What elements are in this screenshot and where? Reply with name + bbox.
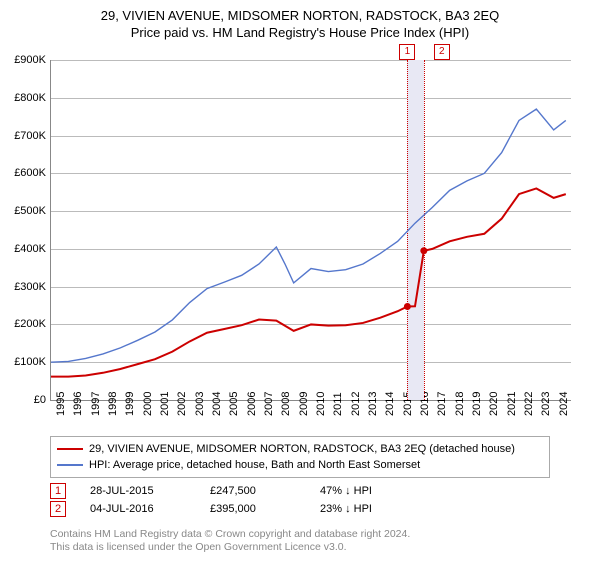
legend-item-hpi: HPI: Average price, detached house, Bath…: [57, 457, 543, 473]
footer-line: Contains HM Land Registry data © Crown c…: [50, 528, 410, 541]
txn-date: 04-JUL-2016: [90, 503, 210, 515]
txn-price: £395,000: [210, 503, 320, 515]
series-line-hpi: [51, 109, 566, 362]
chart-container: 29, VIVIEN AVENUE, MIDSOMER NORTON, RADS…: [0, 8, 600, 568]
legend-label-property: 29, VIVIEN AVENUE, MIDSOMER NORTON, RADS…: [89, 443, 515, 455]
y-tick-label: £800K: [6, 92, 46, 104]
legend-swatch-property: [57, 448, 83, 450]
txn-pct: 23% ↓ HPI: [320, 503, 430, 515]
legend-label-hpi: HPI: Average price, detached house, Bath…: [89, 459, 420, 471]
legend-swatch-hpi: [57, 464, 83, 466]
txn-pct: 47% ↓ HPI: [320, 485, 430, 497]
y-tick-label: £900K: [6, 54, 46, 66]
y-tick-label: £300K: [6, 281, 46, 293]
marker-number-icon: 2: [434, 44, 450, 60]
y-tick-label: £500K: [6, 205, 46, 217]
marker-number-icon: 1: [399, 44, 415, 60]
txn-marker-icon: 2: [50, 501, 66, 517]
y-tick-label: £400K: [6, 243, 46, 255]
y-tick-label: £0: [6, 394, 46, 406]
line-series: [51, 60, 571, 400]
data-point-icon: [404, 303, 411, 310]
chart-title: 29, VIVIEN AVENUE, MIDSOMER NORTON, RADS…: [0, 8, 600, 23]
footer-line: This data is licensed under the Open Gov…: [50, 541, 410, 554]
transactions-table: 1 28-JUL-2015 £247,500 47% ↓ HPI 2 04-JU…: [50, 482, 430, 518]
footer-attribution: Contains HM Land Registry data © Crown c…: [50, 528, 410, 554]
chart-subtitle: Price paid vs. HM Land Registry's House …: [0, 25, 600, 40]
table-row: 2 04-JUL-2016 £395,000 23% ↓ HPI: [50, 500, 430, 518]
chart-plot-area: £0£100K£200K£300K£400K£500K£600K£700K£80…: [50, 60, 571, 401]
txn-price: £247,500: [210, 485, 320, 497]
y-tick-label: £600K: [6, 167, 46, 179]
y-tick-label: £700K: [6, 130, 46, 142]
legend-box: 29, VIVIEN AVENUE, MIDSOMER NORTON, RADS…: [50, 436, 550, 478]
legend-item-property: 29, VIVIEN AVENUE, MIDSOMER NORTON, RADS…: [57, 441, 543, 457]
y-tick-label: £200K: [6, 318, 46, 330]
y-tick-label: £100K: [6, 356, 46, 368]
txn-marker-icon: 1: [50, 483, 66, 499]
table-row: 1 28-JUL-2015 £247,500 47% ↓ HPI: [50, 482, 430, 500]
data-point-icon: [420, 247, 427, 254]
series-line-property: [51, 188, 566, 376]
txn-date: 28-JUL-2015: [90, 485, 210, 497]
